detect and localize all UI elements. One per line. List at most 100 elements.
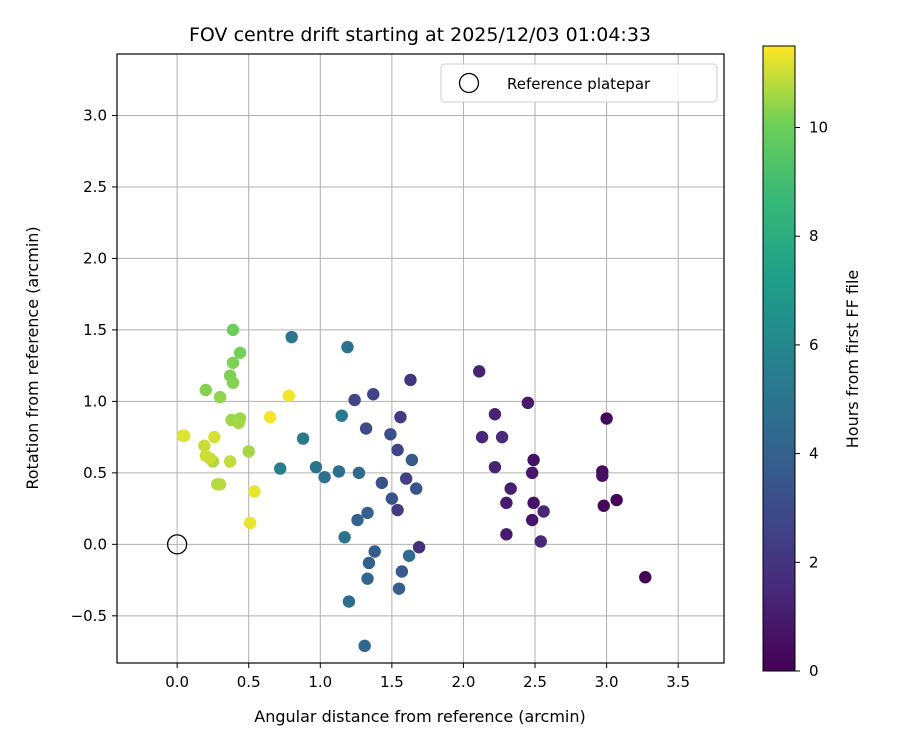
data-point: [318, 470, 331, 484]
data-point: [335, 409, 348, 422]
data-point: [610, 493, 623, 507]
data-point: [198, 439, 211, 452]
data-point: [488, 408, 502, 421]
plot-frame: [116, 53, 725, 664]
data-point: [639, 571, 652, 584]
y-axis-label: Rotation from reference (arcmin): [23, 226, 42, 489]
data-point: [213, 390, 227, 404]
data-point: [600, 412, 613, 425]
data-point: [342, 595, 356, 608]
x-axis-ticks: 0.0 0.5 1.0 1.5 2.0 2.5 3.0 3.5: [165, 663, 690, 691]
data-point: [475, 430, 489, 444]
colorbar-tick-label: 0: [809, 662, 819, 680]
data-point: [226, 323, 240, 337]
data-point: [405, 453, 419, 467]
colorbar: 0 2 4 6 8 10 Hours from first FF file: [762, 45, 862, 680]
data-point: [274, 462, 287, 475]
data-point: [404, 373, 417, 387]
data-point: [282, 389, 295, 402]
data-point: [525, 513, 539, 527]
data-point: [597, 499, 610, 512]
x-tick-label: 2.0: [452, 673, 476, 691]
data-point: [410, 482, 423, 495]
data-point: [362, 556, 376, 570]
data-point: [391, 443, 404, 457]
data-point: [391, 503, 404, 517]
reference-point-marker: [166, 534, 188, 555]
data-point: [199, 383, 212, 397]
colorbar-tick-label: 10: [809, 119, 828, 137]
x-tick-label: 1.5: [380, 673, 404, 691]
data-point: [351, 513, 364, 527]
y-tick-label: 0.0: [83, 535, 107, 553]
legend-box: [440, 63, 718, 103]
y-tick-label: 2.0: [83, 249, 107, 267]
x-tick-label: 2.5: [523, 673, 547, 691]
data-point: [226, 356, 240, 369]
x-tick-label: 3.5: [666, 673, 690, 691]
data-point: [352, 466, 366, 480]
data-point: [178, 429, 191, 442]
y-tick-label: 1.5: [83, 321, 107, 339]
data-point: [525, 466, 539, 480]
x-tick-label: 1.0: [308, 673, 332, 691]
x-tick-label: 0.0: [165, 673, 189, 691]
data-point: [248, 485, 261, 498]
data-point: [596, 469, 609, 482]
data-point: [242, 445, 255, 458]
x-axis-label: Angular distance from reference (arcmin): [254, 707, 585, 726]
x-tick-label: 0.5: [237, 673, 261, 691]
data-point: [361, 506, 374, 520]
data-point: [243, 516, 257, 530]
data-point: [488, 460, 502, 474]
y-tick-label: 2.5: [83, 178, 107, 196]
data-point: [203, 452, 217, 465]
data-point: [361, 572, 374, 585]
legend-marker-reference: [458, 72, 480, 94]
data-point: [232, 416, 245, 430]
data-point: [534, 535, 547, 548]
data-point: [296, 432, 310, 445]
data-point: [263, 410, 277, 424]
data-point: [368, 545, 381, 558]
data-point: [367, 388, 380, 401]
data-point: [208, 430, 221, 444]
data-point: [399, 472, 413, 485]
data-point: [348, 393, 361, 407]
data-point: [359, 422, 373, 435]
data-point: [472, 365, 486, 378]
data-point: [385, 492, 399, 505]
legend-label-reference: Reference platepar: [507, 75, 651, 93]
colorbar-tick-label: 8: [809, 227, 819, 245]
y-tick-label: 3.0: [83, 106, 107, 124]
scatter-points: [166, 323, 652, 653]
data-point: [309, 460, 323, 474]
data-point: [384, 428, 397, 441]
data-point: [375, 476, 389, 490]
data-point: [394, 410, 407, 424]
data-point: [332, 465, 346, 478]
y-axis-ticks: −0.5 0.0 0.5 1.0 1.5 2.0 2.5 3.0: [71, 106, 117, 625]
chart-title: FOV centre drift starting at 2025/12/03 …: [189, 24, 651, 46]
legend: Reference platepar: [440, 63, 718, 103]
data-point: [223, 455, 237, 468]
data-point: [537, 505, 550, 518]
colorbar-tick-label: 6: [809, 336, 819, 354]
colorbar-tick-label: 2: [809, 553, 819, 571]
data-point: [338, 530, 351, 544]
data-point: [226, 376, 240, 390]
data-point: [233, 346, 247, 359]
data-point: [495, 430, 509, 444]
data-point: [412, 541, 426, 554]
colorbar-gradient: [762, 45, 796, 672]
data-point: [521, 396, 535, 410]
data-point: [500, 528, 513, 541]
colorbar-label: Hours from first FF file: [843, 270, 862, 449]
y-tick-label: 0.5: [83, 464, 107, 482]
data-point: [341, 340, 354, 354]
data-point: [358, 639, 371, 653]
data-point: [392, 582, 406, 595]
data-point: [527, 453, 540, 467]
